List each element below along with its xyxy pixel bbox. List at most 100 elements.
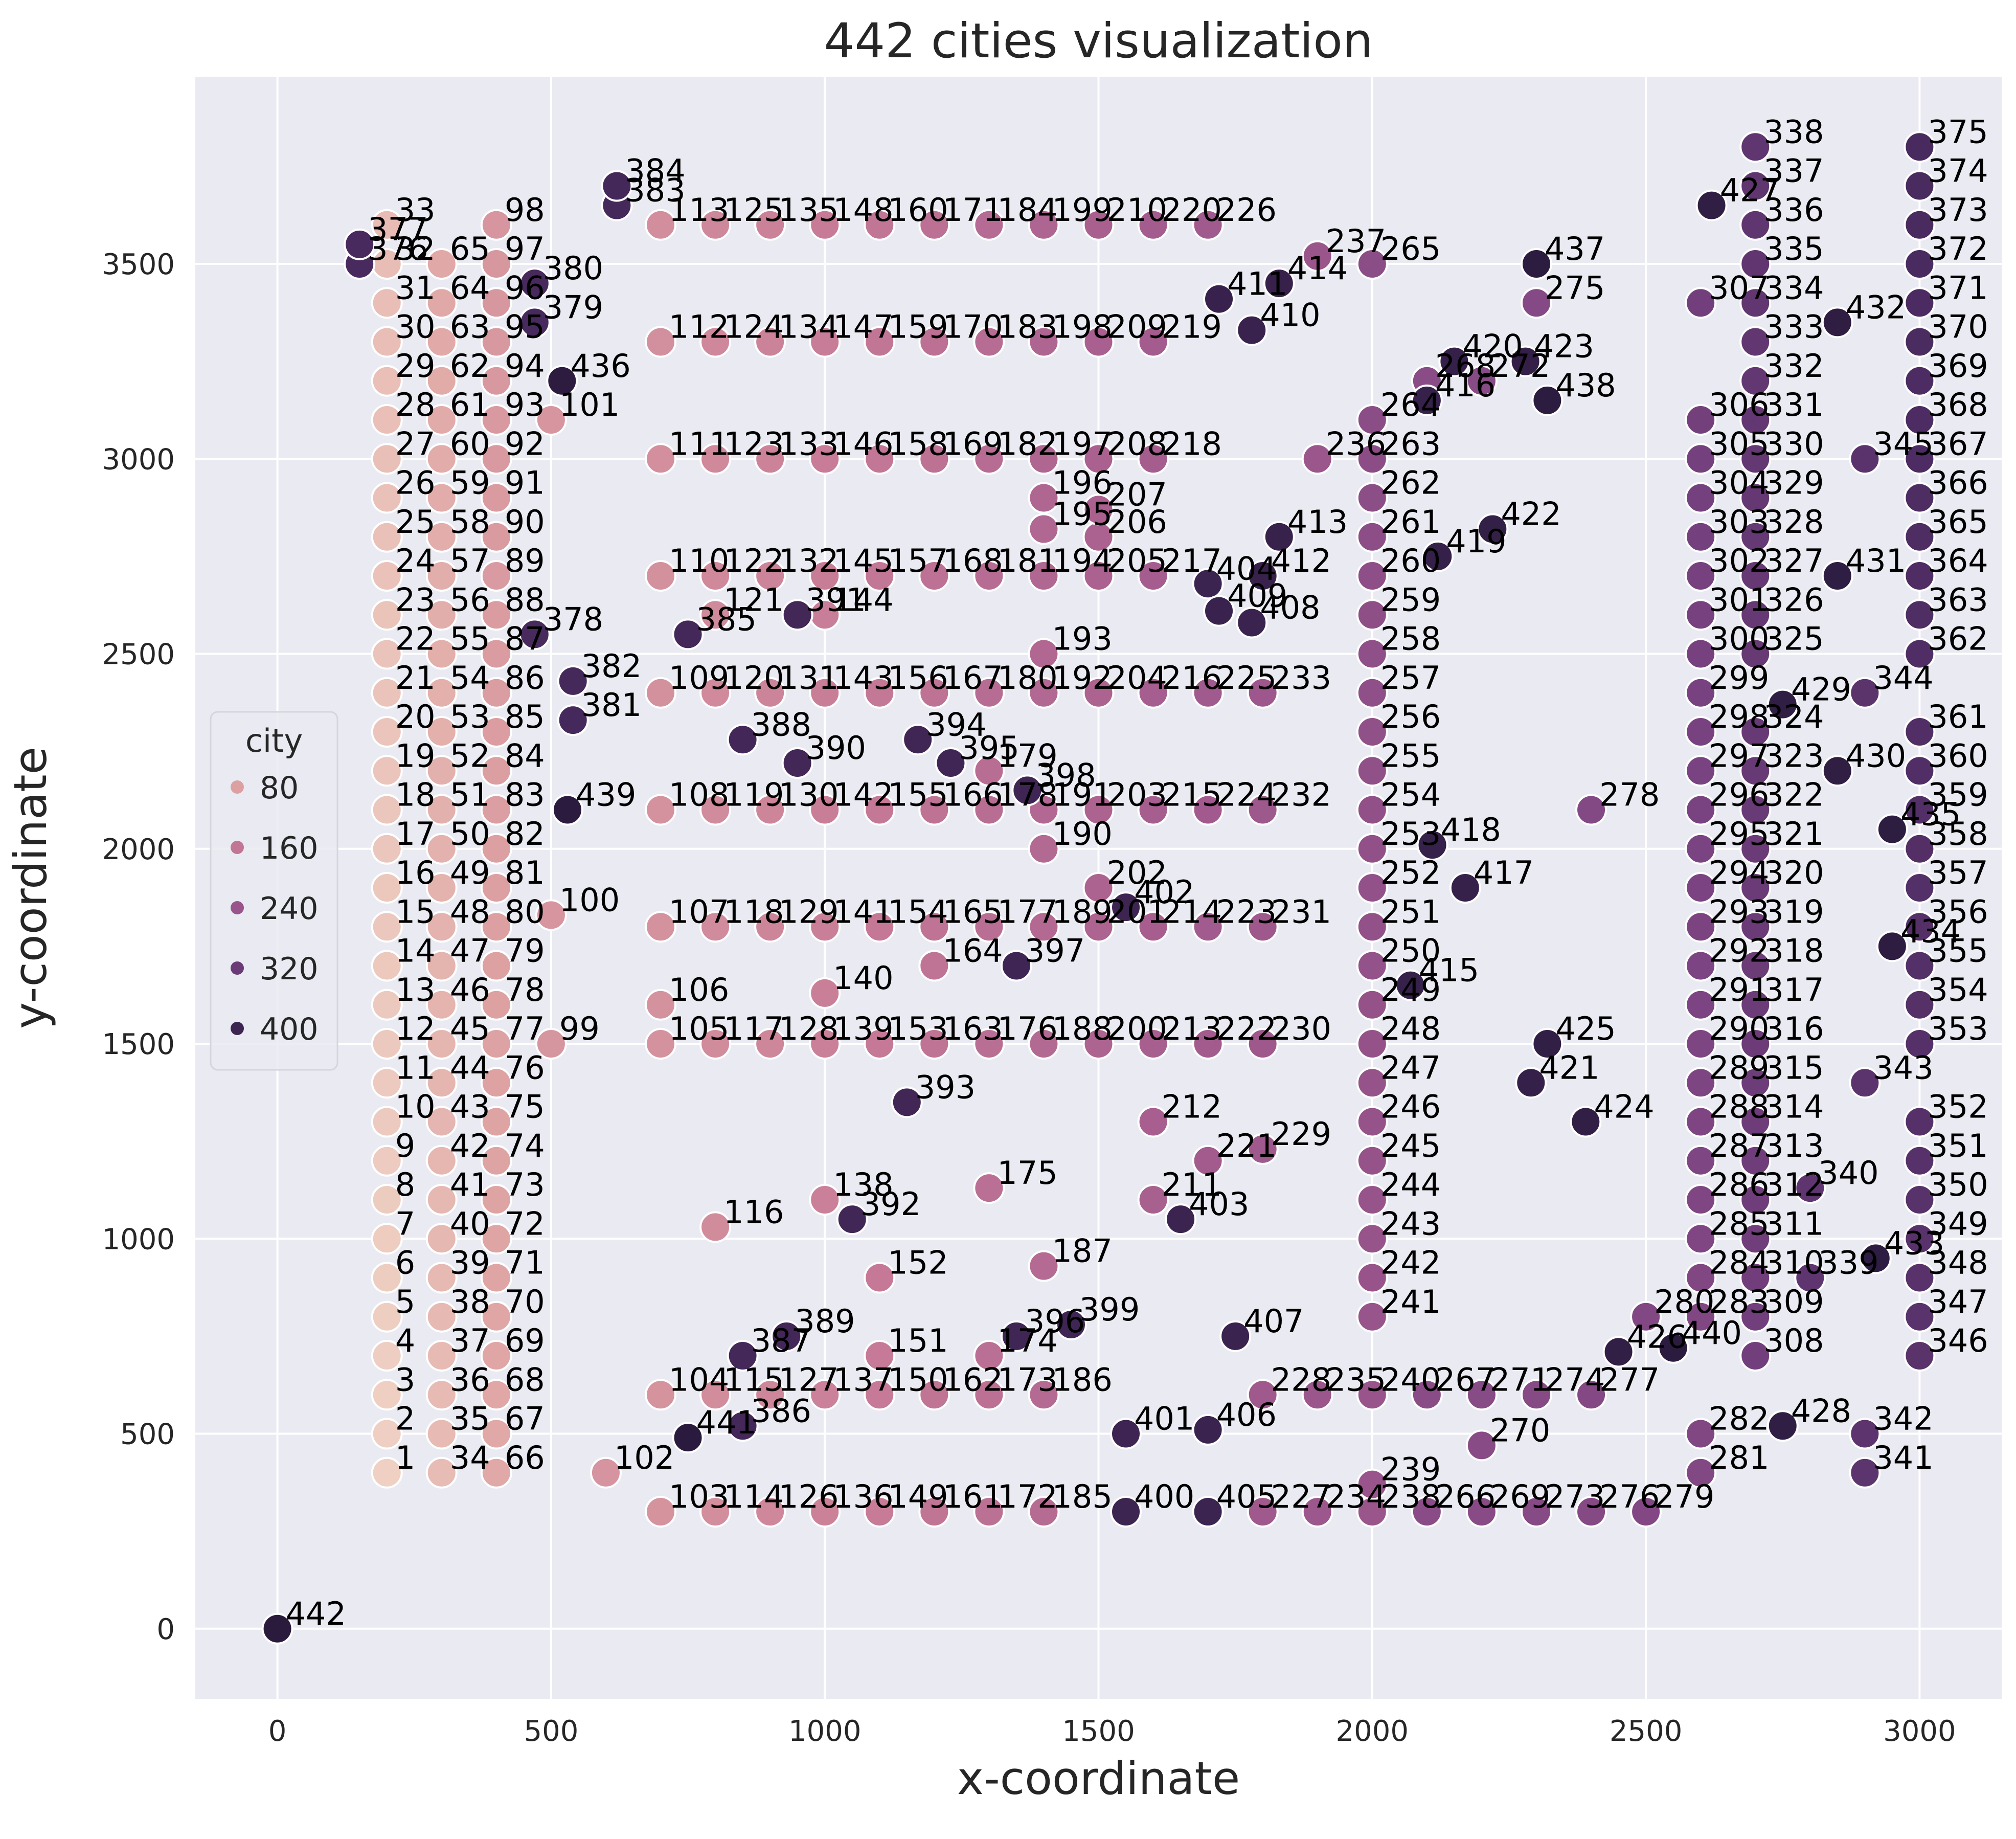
city-point (480, 1300, 512, 1333)
city-point (1356, 716, 1388, 748)
city-label: 406 (1216, 1396, 1277, 1433)
city-label: 412 (1271, 542, 1331, 579)
city-label: 331 (1763, 386, 1824, 423)
city-label: 105 (669, 1010, 729, 1047)
city-label: 302 (1709, 542, 1769, 579)
city-label: 124 (723, 308, 784, 346)
city-label: 117 (723, 1010, 784, 1047)
city-point (425, 872, 458, 904)
city-label: 172 (997, 1478, 1057, 1515)
y-tick-label: 500 (120, 1418, 175, 1451)
city-label: 292 (1709, 932, 1769, 970)
city-label: 427 (1720, 172, 1780, 209)
city-label: 28 (395, 386, 436, 423)
city-label: 393 (915, 1068, 976, 1106)
city-label: 378 (543, 600, 603, 638)
city-point (1904, 1300, 1936, 1333)
city-label: 218 (1162, 425, 1222, 462)
city-point (1739, 755, 1772, 787)
city-label: 278 (1599, 776, 1660, 814)
city-label: 44 (450, 1049, 490, 1086)
city-point (425, 638, 458, 670)
city-label: 208 (1107, 425, 1167, 462)
city-point (1192, 568, 1224, 600)
city-label: 162 (942, 1361, 1003, 1398)
city-point (371, 1340, 403, 1372)
city-point (480, 833, 512, 865)
city-point (425, 755, 458, 787)
city-point (1247, 560, 1279, 592)
city-label: 70 (505, 1283, 545, 1320)
city-label: 211 (1162, 1166, 1222, 1203)
city-point (1739, 521, 1772, 553)
city-point (1520, 1379, 1552, 1411)
city-label: 440 (1682, 1314, 1742, 1352)
city-label: 370 (1928, 308, 1988, 346)
city-point (371, 326, 403, 358)
city-point (480, 950, 512, 982)
city-point (809, 326, 841, 358)
legend-marker (231, 1022, 244, 1035)
city-point (371, 794, 403, 826)
city-label: 207 (1107, 476, 1167, 513)
legend-label: 240 (260, 891, 319, 927)
city-label: 3 (395, 1361, 415, 1398)
city-point (754, 209, 786, 241)
city-label: 405 (1216, 1478, 1277, 1515)
city-point (1028, 513, 1060, 545)
city-point (1192, 911, 1224, 943)
city-point (1739, 404, 1772, 436)
city-label: 18 (395, 776, 436, 814)
city-point (1685, 1223, 1717, 1255)
city-point (864, 1262, 896, 1294)
city-label: 238 (1380, 1478, 1441, 1515)
city-label: 7 (395, 1205, 415, 1242)
city-point (1465, 1429, 1498, 1462)
city-point (864, 1379, 896, 1411)
city-label: 108 (669, 776, 729, 814)
city-point (480, 1106, 512, 1138)
y-tick-label: 1000 (102, 1223, 175, 1256)
city-label: 10 (395, 1088, 436, 1126)
legend-label: 400 (260, 1012, 319, 1047)
city-point (645, 989, 677, 1021)
city-label: 373 (1928, 191, 1988, 229)
city-label: 268 (1435, 347, 1496, 385)
city-point (754, 794, 786, 826)
city-point (371, 1262, 403, 1294)
city-point (1247, 794, 1279, 826)
city-point (1028, 677, 1060, 709)
city-label: 243 (1380, 1205, 1441, 1242)
city-point (552, 794, 584, 826)
city-point (1356, 989, 1388, 1021)
city-point (425, 1340, 458, 1372)
city-point (1465, 365, 1498, 397)
city-label: 97 (505, 230, 545, 267)
x-tick-label: 1000 (788, 1715, 862, 1748)
city-point (480, 248, 512, 280)
city-label: 166 (942, 776, 1003, 814)
city-label: 213 (1162, 1010, 1222, 1047)
city-label: 235 (1326, 1361, 1386, 1398)
city-label: 425 (1555, 1010, 1616, 1047)
data-points (261, 131, 1936, 1645)
city-point (1356, 599, 1388, 631)
city-point (535, 899, 567, 931)
city-label: 394 (926, 706, 986, 743)
city-point (1219, 1320, 1252, 1352)
city-label: 80 (505, 893, 545, 930)
city-point (371, 911, 403, 943)
city-label: 322 (1763, 776, 1824, 814)
city-point (371, 1379, 403, 1411)
city-point (1821, 306, 1853, 339)
city-label: 380 (543, 250, 603, 287)
city-point (1904, 794, 1936, 826)
city-label: 183 (997, 308, 1057, 346)
city-label: 387 (751, 1322, 811, 1359)
city-point (425, 950, 458, 982)
city-point (973, 1028, 1005, 1060)
city-point (918, 794, 950, 826)
city-label: 62 (450, 347, 490, 385)
city-point (480, 1262, 512, 1294)
city-label: 156 (888, 659, 948, 697)
